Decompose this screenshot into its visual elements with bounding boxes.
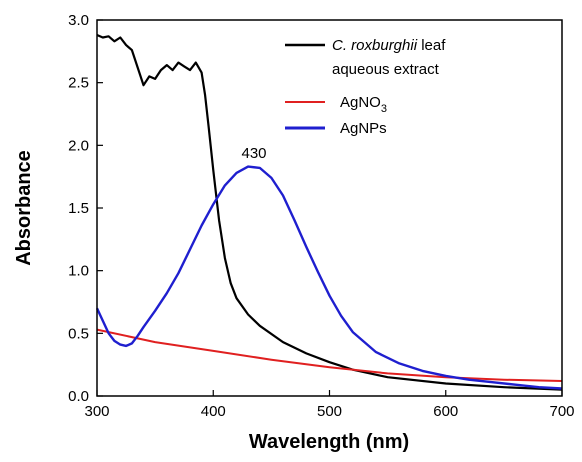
y-tick-label: 0.0: [68, 388, 89, 405]
axis-ticks: 300 400 500 600 700 0.0 0.5 1.0 1.5 2.0 2.5 3.0: [68, 12, 574, 420]
legend-label-extract-line2: aqueous extract: [332, 61, 440, 78]
x-tick-label: 500: [317, 403, 342, 420]
legend-label-extract: C. roxburghii leaf: [332, 37, 446, 54]
legend-label-agno3: AgNO3: [340, 94, 387, 115]
legend-label-agnps: AgNPs: [340, 120, 387, 137]
y-tick-label: 0.5: [68, 325, 89, 342]
x-tick-label: 400: [201, 403, 226, 420]
x-tick-label: 300: [84, 403, 109, 420]
series-line-0: [96, 33, 563, 391]
y-tick-label: 3.0: [68, 12, 89, 29]
y-tick-label: 1.0: [68, 263, 89, 280]
series-curves: [95, 33, 563, 391]
peak-annotation: 430: [241, 145, 266, 162]
y-tick-label: 2.5: [68, 75, 89, 92]
x-axis-title: Wavelength (nm): [249, 431, 409, 453]
y-axis-title: Absorbance: [13, 150, 35, 266]
x-tick-label: 700: [549, 403, 574, 420]
x-tick-label: 600: [433, 403, 458, 420]
y-tick-label: 2.0: [68, 137, 89, 154]
plot-frame: [96, 19, 563, 397]
series-line-1: [96, 328, 563, 382]
series-line-2: [95, 165, 563, 390]
y-tick-label: 1.5: [68, 200, 89, 217]
legend: C. roxburghii leaf aqueous extract AgNO3…: [285, 37, 446, 137]
